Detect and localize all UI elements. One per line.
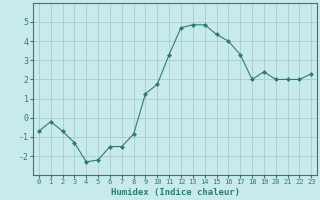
X-axis label: Humidex (Indice chaleur): Humidex (Indice chaleur) (111, 188, 240, 197)
